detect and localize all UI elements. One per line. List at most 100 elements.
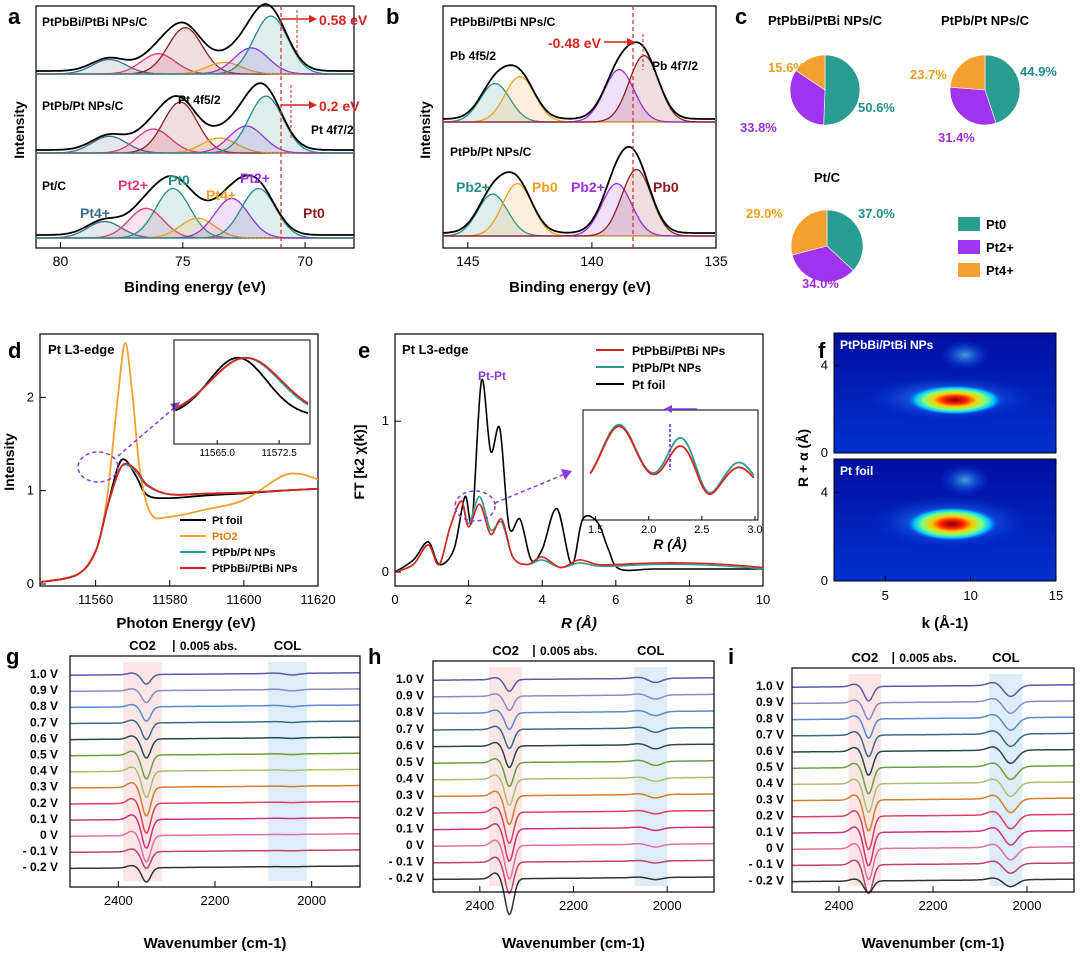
plot-frame-f-top xyxy=(833,332,1057,454)
pie-chart-3 xyxy=(790,209,864,283)
ir-spectrum-7 xyxy=(433,790,714,826)
x-tick-label: 135 xyxy=(704,253,728,269)
potential-label: - 0.2 V xyxy=(389,871,424,885)
inset-line-ptpb xyxy=(175,356,309,410)
peak-label-pt4f72: Pt 4f7/2 xyxy=(311,123,354,137)
xanes-line-3 xyxy=(39,462,319,583)
inset-line-ptfoil xyxy=(175,356,309,414)
xps-envelope-1 xyxy=(36,82,354,151)
potential-label: 0.9 V xyxy=(756,695,784,709)
ir-spectrum-12 xyxy=(792,877,1074,894)
ir-spectrum-7 xyxy=(792,794,1074,832)
legend-label-e2: PtPb/Pt NPs xyxy=(632,361,702,375)
legend-label-pt4: Pt4+ xyxy=(986,263,1014,278)
xps-envelope-0 xyxy=(36,3,354,72)
ir-spectrum-9 xyxy=(433,823,714,863)
pie-title-1: PtPbBi/PtBi NPs/C xyxy=(768,13,883,28)
xanes-curves xyxy=(39,342,319,583)
legend-swatch-pt4 xyxy=(958,263,980,277)
potential-label: 0.2 V xyxy=(756,809,784,823)
state-label-pt4plus-2: Pt4+ xyxy=(206,187,236,203)
exafs-curves xyxy=(394,378,764,573)
heatmap-top-max xyxy=(907,385,1003,415)
legend-label-e1: PtPbBi/PtBi NPs xyxy=(632,344,726,358)
x-tick-label: 140 xyxy=(580,253,604,269)
ir-spectrum-10 xyxy=(70,830,360,863)
xps-pb-envelope-0 xyxy=(443,41,715,120)
series-label-b2: PtPb/Pt NPs/C xyxy=(450,145,532,159)
legend-label-d4: PtPbBi/PtBi NPs xyxy=(212,563,298,575)
potential-label: 0.9 V xyxy=(396,689,424,703)
y-tick-label: 4 xyxy=(821,358,828,373)
potential-label: 0.2 V xyxy=(396,805,424,819)
legend-label-pt2: Pt2+ xyxy=(986,240,1014,255)
arrowhead-icon xyxy=(309,15,317,23)
series-label-b1: PtPbBi/PtBi NPs/C xyxy=(450,15,556,29)
state-label-pt0-1: Pt0 xyxy=(168,172,190,188)
x-tick-label: 2400 xyxy=(825,898,854,913)
inset-line-ptpbbi xyxy=(175,356,309,409)
ir-spectrum-11 xyxy=(433,856,714,895)
pie-slice-1-2 xyxy=(949,54,986,91)
x-axis-title: Wavenumber (cm-1) xyxy=(502,935,645,952)
potential-label: 0.4 V xyxy=(756,776,784,790)
ir-spectrum-0 xyxy=(792,681,1074,702)
x-tick-label: 2400 xyxy=(465,898,494,913)
peak-label-pt4f52: Pt 4f5/2 xyxy=(178,93,221,107)
ir-spectrum-8 xyxy=(433,806,714,845)
x-tick-label: 11620 xyxy=(300,592,335,607)
panel-letter-i: i xyxy=(728,644,734,669)
potential-label: 0.4 V xyxy=(30,764,58,778)
col-label: COL xyxy=(274,638,302,653)
ir-spectrum-8 xyxy=(70,797,360,835)
panel-c: c PtPbBi/PtBi NPs/C PtPb/Pt NPs/C Pt/C 5… xyxy=(735,4,1057,291)
panel-d: d Pt L3-edge 11565.0 11572.5 11560 11580 11… xyxy=(1,333,336,632)
pie-slice-0-0 xyxy=(823,54,861,126)
ir-spectrum-4 xyxy=(70,735,360,759)
ir-spectrum-2 xyxy=(70,703,360,722)
inset-axis-title: R (Å) xyxy=(653,536,687,552)
ir-spectrum-5 xyxy=(70,750,360,780)
legend-swatch-pt0 xyxy=(958,217,980,231)
state-label-pt2plus-2: Pt2+ xyxy=(240,170,270,186)
x-ticks-b: 145 140 135 xyxy=(456,242,728,269)
shift-label-a2: 0.2 eV xyxy=(319,98,360,114)
inset-tick-label: 1.5 xyxy=(588,524,603,536)
potential-label: 0.7 V xyxy=(396,722,424,736)
panel-letter-a: a xyxy=(8,4,21,29)
pie-label-1-pt2: 33.8% xyxy=(740,120,777,135)
potential-label: 0.4 V xyxy=(396,772,424,786)
pie-label-1-pt4: 15.6% xyxy=(768,60,805,75)
y-tick-label: 0 xyxy=(27,576,34,591)
arrowhead-icon xyxy=(627,38,635,46)
exafs-line-2 xyxy=(394,378,763,573)
y-axis-title-d: Intensity xyxy=(1,433,17,491)
potential-label: 1.0 V xyxy=(30,667,58,681)
arrowhead-icon xyxy=(170,402,180,412)
ir-spectrum-6 xyxy=(433,774,714,807)
potential-label: 0.8 V xyxy=(30,699,58,713)
ticks-f: 5 10 15 0 4 0 4 xyxy=(821,358,1063,603)
ir-spectrum-6 xyxy=(792,778,1074,814)
inset-line-ptpb xyxy=(589,423,755,494)
panel-g: g 1.0 V 0.9 V 0.8 V 0.7 V 0.6 V 0.5 V 0.4 V 0.3… xyxy=(6,638,361,952)
potential-label: 0.8 V xyxy=(396,705,424,719)
inset-curves-e: 1.5 2.0 2.5 3.0 R (Å) xyxy=(588,423,763,552)
potential-label: 0.3 V xyxy=(30,780,58,794)
ticks-e: 0 2 4 6 8 10 0 1 xyxy=(382,413,770,607)
x-axis-title-a: Binding energy (eV) xyxy=(124,279,266,296)
legend-swatch-pt2 xyxy=(958,240,980,254)
panel-letter-c: c xyxy=(735,4,747,29)
panel-e: e Pt L3-edge Pt-Pt 1.5 2.0 2.5 3.0 R (Å) PtP… xyxy=(351,333,770,632)
ir-spectrum-5 xyxy=(792,762,1074,795)
panel-letter-f: f xyxy=(818,338,826,363)
co2-label: CO2 xyxy=(851,650,878,665)
inset-tick-label: 2.5 xyxy=(694,524,709,536)
y-tick-label: 2 xyxy=(27,389,34,404)
arrowhead-icon xyxy=(561,469,572,480)
x-tick-label: 11560 xyxy=(78,592,113,607)
pie-chart-2 xyxy=(949,54,1021,126)
x-tick-label: 4 xyxy=(539,592,546,607)
scale-label: 0.005 abs. xyxy=(540,644,597,658)
x-tick-label: 2200 xyxy=(559,898,588,913)
